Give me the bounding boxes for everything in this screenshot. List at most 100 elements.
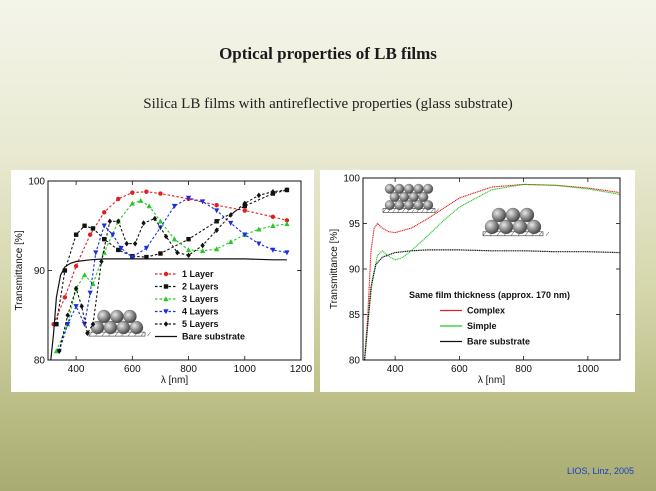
right-x-tick-label: 1000 xyxy=(577,364,600,375)
data-point-4-layers xyxy=(73,304,79,310)
data-point-1-layer xyxy=(87,232,93,237)
right-film-simple-illustration-sphere xyxy=(505,207,521,223)
legend-label-5-layers: 5 Layers xyxy=(182,319,219,329)
legend-marker-1-layer xyxy=(163,271,169,277)
data-point-2-layers xyxy=(116,247,121,253)
left-x-tick-label: 400 xyxy=(68,364,85,375)
legend-marker-2-layers xyxy=(163,284,169,289)
left-legend: 1 Layer 2 Layers 3 Layers 4 Layers 5 Layers B… xyxy=(155,269,245,342)
data-point-3-layers xyxy=(284,221,290,227)
right-legend-title: Same film thickness (approx. 170 nm) xyxy=(409,290,570,300)
right-film-simple-illustration-sphere xyxy=(484,219,500,235)
left-film-illustration-sphere xyxy=(116,320,131,335)
legend-label-bare-substrate: Bare substrate xyxy=(467,337,530,347)
chart-right-panel: 400 600 800 1000 80 85 90 95 100 λ [nm] Transmitta… xyxy=(320,170,635,392)
right-film-complex-illustration-sphere xyxy=(413,200,424,211)
slide-subtitle: Silica LB films with antireflective prop… xyxy=(143,96,513,112)
left-x-tick-label: 1200 xyxy=(290,364,313,375)
left-x-tick-label: 1000 xyxy=(234,364,257,375)
data-point-3-layers xyxy=(90,281,96,287)
right-y-tick-label: 80 xyxy=(349,356,361,367)
left-film-illustration-substrate xyxy=(88,331,146,337)
right-film-simple-illustration-sphere xyxy=(526,219,542,235)
right-film-complex-illustration-sphere xyxy=(394,200,405,211)
right-film-simple-illustration-sphere xyxy=(519,207,535,223)
right-y-axis-label: Transmittance [%] xyxy=(329,229,340,309)
right-legend: Same film thickness (approx. 170 nm) Comp… xyxy=(409,290,570,347)
data-point-1-layer xyxy=(116,196,121,202)
data-point-3-layers xyxy=(138,197,144,203)
legend-marker-4-layers xyxy=(163,309,169,315)
slide-title: Optical properties of LB films xyxy=(219,44,437,63)
data-point-1-layer xyxy=(214,202,219,208)
left-film-illustration-sphere xyxy=(97,309,111,324)
right-film-complex-illustration-sphere xyxy=(399,192,410,202)
series-line-complex xyxy=(364,183,620,360)
data-point-5-layers xyxy=(57,348,62,354)
credit-text: LIOS, Linz, 2005 xyxy=(566,466,634,476)
data-point-4-layers xyxy=(118,245,124,251)
data-point-3-layers xyxy=(81,272,88,278)
data-point-3-layers xyxy=(129,200,135,206)
right-y-tick-label: 90 xyxy=(349,265,361,276)
left-film-illustration-sphere xyxy=(129,320,144,335)
data-point-4-layers xyxy=(87,290,93,296)
right-film-complex-illustration-sphere xyxy=(384,200,395,211)
left-y-axis-label: Transmittance [%] xyxy=(14,230,25,310)
right-y-tick-label: 95 xyxy=(349,219,361,230)
data-point-3-layers xyxy=(185,247,192,253)
legend-label-simple: Simple xyxy=(467,321,497,331)
data-point-3-layers xyxy=(214,246,220,252)
data-point-3-layers xyxy=(171,236,178,242)
right-film-simple-illustration-sphere xyxy=(491,207,507,223)
data-point-4-layers xyxy=(200,199,206,205)
data-point-3-layers xyxy=(228,239,234,245)
right-film-complex-illustration xyxy=(382,183,440,213)
data-point-5-layers xyxy=(65,312,70,319)
legend-label-4-layers: 4 Layers xyxy=(182,307,219,317)
legend-label-1-layer: 1 Layer xyxy=(182,269,214,279)
data-point-4-layers xyxy=(242,232,248,238)
left-x-tick-label: 800 xyxy=(180,364,197,375)
data-point-5-layers xyxy=(242,200,247,207)
left-film-illustration-sphere xyxy=(103,320,118,335)
data-point-5-layers xyxy=(90,321,96,327)
data-point-2-layers xyxy=(186,236,191,242)
right-series-group xyxy=(364,183,620,360)
data-point-5-layers xyxy=(107,218,113,225)
series-line-2-layers xyxy=(55,189,288,325)
data-point-2-layers xyxy=(54,322,59,327)
data-point-2-layers xyxy=(158,251,163,256)
right-film-complex-illustration-sphere xyxy=(384,183,395,194)
chart-left-panel: 400 600 800 1000 1200 80 90 100 λ [nm] Transmitta… xyxy=(11,170,314,392)
data-point-1-layer xyxy=(144,189,149,194)
right-film-complex-illustration-sphere xyxy=(394,183,405,194)
data-point-3-layers xyxy=(200,248,206,254)
right-film-simple-illustration-sphere xyxy=(512,219,528,235)
chart-right-svg: 400 600 800 1000 80 85 90 95 100 λ [nm] Transmitta… xyxy=(329,174,621,386)
data-point-4-layers xyxy=(101,223,107,229)
data-point-3-layers xyxy=(146,203,152,209)
right-x-axis-label: λ [nm] xyxy=(478,375,505,386)
right-film-simple-illustration-substrate xyxy=(482,231,544,237)
data-point-2-layers xyxy=(102,236,107,242)
legend-label-complex: Complex xyxy=(467,306,505,316)
legend-label-2-layers: 2 Layers xyxy=(182,282,219,292)
data-point-5-layers xyxy=(85,330,90,336)
right-film-simple-illustration-sphere xyxy=(498,219,514,235)
legend-marker-5-layers xyxy=(163,321,169,327)
right-film-complex-illustration-sphere xyxy=(404,200,414,211)
data-point-4-layers xyxy=(185,195,192,201)
legend-label-3-layers: 3 Layers xyxy=(182,294,219,304)
left-x-axis-label: λ [nm] xyxy=(161,375,188,386)
series-line-3-layers xyxy=(55,200,287,352)
data-point-2-layers xyxy=(144,254,149,260)
series-line-bare-substrate xyxy=(50,258,287,360)
right-film-complex-illustration-sphere xyxy=(404,183,414,194)
data-point-3-layers xyxy=(256,226,262,232)
data-point-3-layers xyxy=(101,249,107,255)
right-x-tick-label: 800 xyxy=(515,364,532,375)
right-y-tick-label: 100 xyxy=(343,174,360,185)
data-point-5-layers xyxy=(124,240,129,247)
data-point-5-layers xyxy=(152,215,158,222)
